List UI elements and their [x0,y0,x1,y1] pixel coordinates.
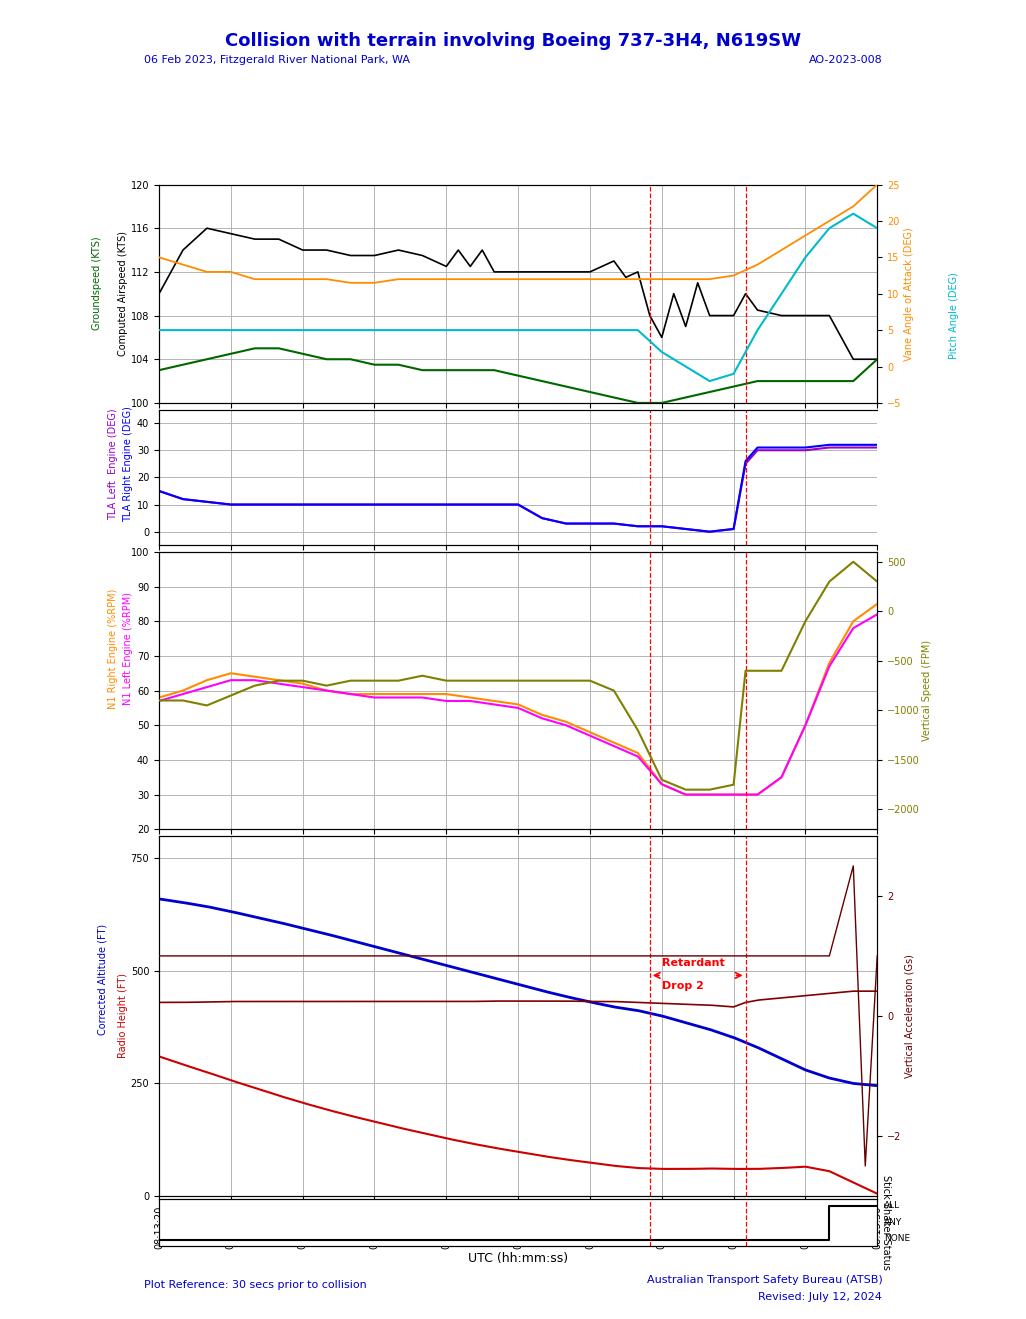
Text: Pitch Angle (DEG): Pitch Angle (DEG) [949,272,959,359]
Text: ANY: ANY [884,1219,903,1228]
Text: TLA Left  Engine (DEG): TLA Left Engine (DEG) [108,408,118,520]
Text: Collision with terrain involving Boeing 737-3H4, N619SW: Collision with terrain involving Boeing … [225,32,801,50]
Y-axis label: Vertical Speed (FPM): Vertical Speed (FPM) [922,640,933,741]
X-axis label: UTC (hh:mm:ss): UTC (hh:mm:ss) [468,1252,568,1265]
Text: TLA Right Engine (DEG): TLA Right Engine (DEG) [123,406,133,522]
Text: 06 Feb 2023, Fitzgerald River National Park, WA: 06 Feb 2023, Fitzgerald River National P… [144,55,409,66]
Text: Retardant: Retardant [662,959,724,968]
Text: AO-2023-008: AO-2023-008 [808,55,882,66]
Text: Corrected Altitude (FT): Corrected Altitude (FT) [97,925,108,1035]
Text: ALL: ALL [884,1202,901,1211]
Text: Groundspeed (KTS): Groundspeed (KTS) [92,236,103,330]
Text: Revised: July 12, 2024: Revised: July 12, 2024 [758,1291,882,1302]
Text: N1 Left Engine (%RPM): N1 Left Engine (%RPM) [123,592,133,706]
Y-axis label: Vertical Acceleration (Gs): Vertical Acceleration (Gs) [904,954,914,1078]
Y-axis label: Stick Shaker Status: Stick Shaker Status [881,1175,892,1270]
Y-axis label: Radio Height (FT): Radio Height (FT) [118,973,128,1058]
Y-axis label: Vane Angle of Attack (DEG): Vane Angle of Attack (DEG) [904,227,914,360]
Text: N1 Right Engine (%RPM): N1 Right Engine (%RPM) [108,588,118,710]
Text: NONE: NONE [884,1233,910,1242]
Text: Plot Reference: 30 secs prior to collision: Plot Reference: 30 secs prior to collisi… [144,1279,366,1290]
Text: Drop 2: Drop 2 [662,981,704,991]
Text: Australian Transport Safety Bureau (ATSB): Australian Transport Safety Bureau (ATSB… [646,1274,882,1285]
Y-axis label: Computed Airspeed (KTS): Computed Airspeed (KTS) [118,231,128,356]
